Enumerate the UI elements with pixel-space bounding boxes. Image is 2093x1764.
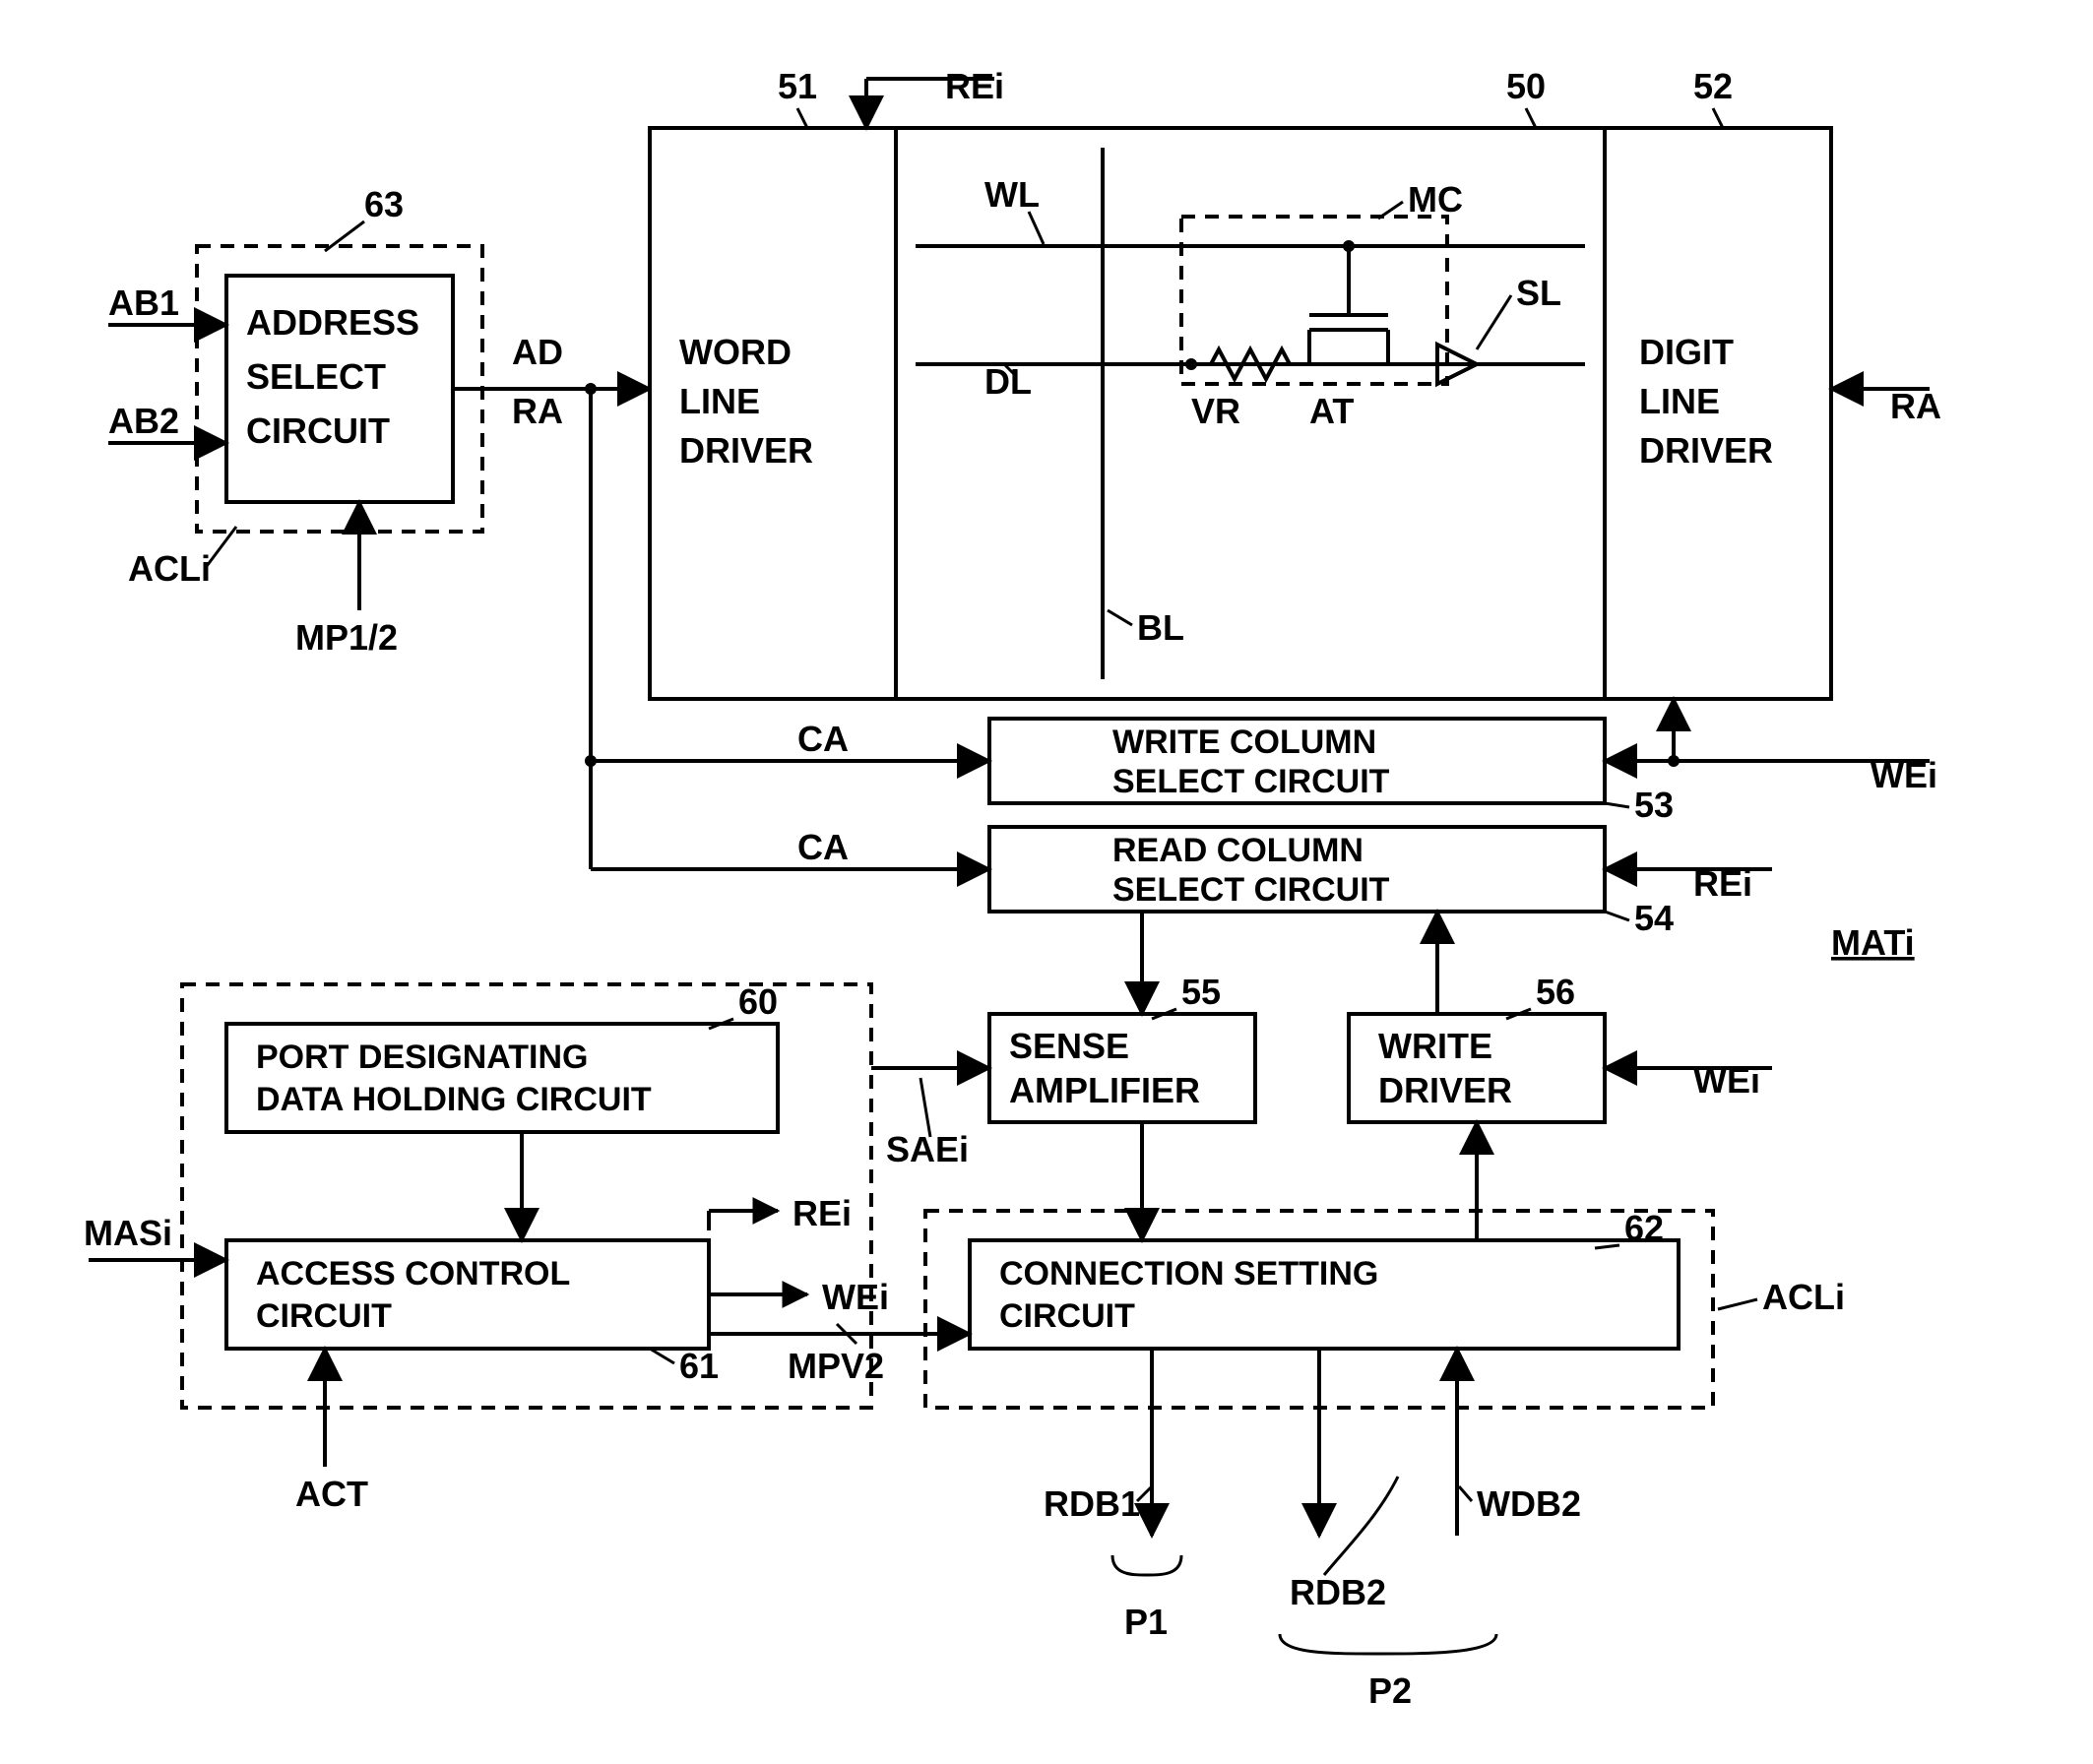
dld-l3: DRIVER <box>1639 430 1773 471</box>
sig-at: AT <box>1309 391 1354 431</box>
ref-54: 54 <box>1634 898 1674 938</box>
cs-l2: CIRCUIT <box>999 1297 1135 1335</box>
sig-ra1: RA <box>512 391 563 431</box>
sig-acli-top: ACLi <box>128 548 211 589</box>
ref-53: 53 <box>1634 785 1674 825</box>
sig-rdb2: RDB2 <box>1290 1572 1386 1612</box>
ref-60: 60 <box>738 981 778 1022</box>
cs-l1: CONNECTION SETTING <box>999 1255 1378 1292</box>
sig-p1: P1 <box>1124 1602 1168 1642</box>
wld-l3: DRIVER <box>679 430 813 471</box>
sig-ca1: CA <box>797 719 849 759</box>
ref-55: 55 <box>1181 972 1221 1012</box>
sig-mc: MC <box>1408 179 1463 220</box>
ac-l1: ACCESS CONTROL <box>256 1255 570 1292</box>
wd-l2: DRIVER <box>1378 1070 1512 1110</box>
pd-l1: PORT DESIGNATING <box>256 1039 589 1076</box>
wd-l1: WRITE <box>1378 1026 1492 1066</box>
wld-l1: WORD <box>679 332 792 372</box>
rcs-l1: READ COLUMN <box>1112 832 1364 869</box>
wld-l2: LINE <box>679 381 760 421</box>
ref-51: 51 <box>778 66 817 106</box>
sig-wei-out: WEi <box>822 1277 889 1317</box>
sig-wl: WL <box>984 174 1040 215</box>
wcs-l1: WRITE COLUMN <box>1112 724 1376 761</box>
ref-50: 50 <box>1506 66 1546 106</box>
dld-l2: LINE <box>1639 381 1720 421</box>
sa-l1: SENSE <box>1009 1026 1129 1066</box>
sig-rdb1: RDB1 <box>1044 1483 1140 1524</box>
wcs-l2: SELECT CIRCUIT <box>1112 763 1390 800</box>
dld-l1: DIGIT <box>1639 332 1734 372</box>
ref-61: 61 <box>679 1346 719 1386</box>
address-select-label-1: ADDRESS <box>246 302 419 343</box>
sig-ab1: AB1 <box>108 283 179 323</box>
sig-bl: BL <box>1137 607 1184 648</box>
ref-52: 52 <box>1693 66 1733 106</box>
sig-ra2: RA <box>1890 386 1941 426</box>
circuit-diagram: ADDRESS SELECT CIRCUIT 63 AB1 AB2 ACLi M… <box>0 0 2093 1764</box>
pd-l2: DATA HOLDING CIRCUIT <box>256 1081 652 1118</box>
sig-acli-bot: ACLi <box>1762 1277 1845 1317</box>
address-select-label-3: CIRCUIT <box>246 410 390 451</box>
sa-l2: AMPLIFIER <box>1009 1070 1200 1110</box>
sig-wei-top: WEi <box>1871 755 1937 795</box>
sig-saei: SAEi <box>886 1129 969 1169</box>
sig-sl: SL <box>1516 273 1561 313</box>
sig-rei-top: REi <box>945 66 1004 106</box>
ref-63: 63 <box>364 184 404 224</box>
sig-ab2: AB2 <box>108 401 179 441</box>
sig-act: ACT <box>295 1474 368 1514</box>
sig-mp12: MP1/2 <box>295 617 398 658</box>
sig-wei-wd: WEi <box>1693 1060 1760 1101</box>
sig-wdb2: WDB2 <box>1477 1483 1581 1524</box>
address-select-label-2: SELECT <box>246 356 386 397</box>
rcs-l2: SELECT CIRCUIT <box>1112 871 1390 909</box>
sig-p2: P2 <box>1368 1670 1412 1711</box>
ref-62: 62 <box>1624 1208 1664 1248</box>
sig-masi: MASi <box>84 1213 172 1253</box>
sig-mati: MATi <box>1831 922 1915 963</box>
sig-ca2: CA <box>797 827 849 867</box>
sig-rei-out: REi <box>793 1193 852 1233</box>
sig-vr: VR <box>1191 391 1240 431</box>
ref-56: 56 <box>1536 972 1575 1012</box>
sig-rei-rcs: REi <box>1693 863 1752 904</box>
sig-mpv2: MPV2 <box>788 1346 884 1386</box>
ac-l2: CIRCUIT <box>256 1297 392 1335</box>
sig-ad: AD <box>512 332 563 372</box>
